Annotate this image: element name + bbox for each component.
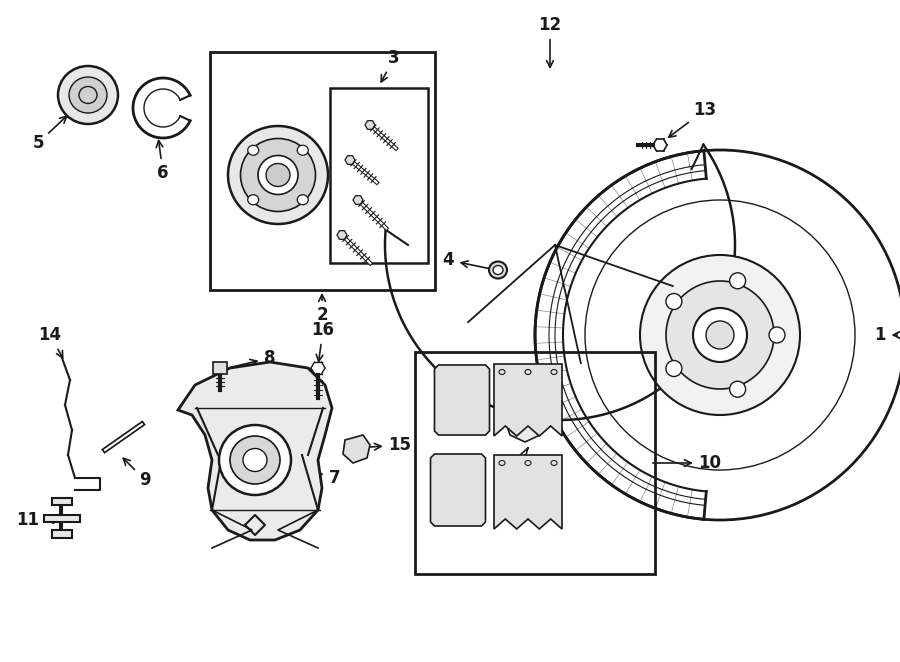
Text: 13: 13 bbox=[669, 101, 716, 137]
Ellipse shape bbox=[730, 381, 745, 397]
Ellipse shape bbox=[69, 77, 107, 113]
Text: 5: 5 bbox=[32, 116, 67, 152]
Ellipse shape bbox=[666, 361, 682, 377]
Ellipse shape bbox=[219, 425, 291, 495]
Polygon shape bbox=[494, 364, 562, 436]
Ellipse shape bbox=[706, 321, 734, 349]
Text: 4: 4 bbox=[442, 251, 493, 269]
Polygon shape bbox=[435, 365, 490, 435]
Polygon shape bbox=[343, 435, 370, 463]
Ellipse shape bbox=[730, 273, 745, 289]
Bar bbox=[210, 52, 435, 290]
Ellipse shape bbox=[228, 126, 328, 224]
Ellipse shape bbox=[489, 261, 507, 279]
Ellipse shape bbox=[666, 281, 774, 389]
Ellipse shape bbox=[297, 195, 308, 205]
Text: 3: 3 bbox=[382, 49, 400, 82]
Ellipse shape bbox=[258, 156, 298, 195]
Polygon shape bbox=[178, 362, 332, 540]
Text: 14: 14 bbox=[39, 326, 63, 358]
Text: 1: 1 bbox=[874, 326, 900, 344]
Ellipse shape bbox=[493, 265, 503, 275]
Polygon shape bbox=[494, 455, 562, 529]
Polygon shape bbox=[337, 230, 347, 240]
Ellipse shape bbox=[666, 293, 682, 310]
Polygon shape bbox=[365, 120, 375, 129]
Ellipse shape bbox=[243, 448, 267, 471]
Polygon shape bbox=[345, 156, 355, 164]
Ellipse shape bbox=[769, 327, 785, 343]
Ellipse shape bbox=[248, 195, 259, 205]
Ellipse shape bbox=[248, 145, 259, 156]
Ellipse shape bbox=[230, 436, 280, 484]
Bar bbox=[330, 88, 428, 263]
Ellipse shape bbox=[58, 66, 118, 124]
Text: 8: 8 bbox=[230, 349, 275, 367]
Ellipse shape bbox=[297, 145, 308, 156]
Polygon shape bbox=[430, 454, 485, 526]
Text: 6: 6 bbox=[157, 140, 169, 182]
Text: 11: 11 bbox=[16, 511, 54, 529]
Bar bbox=[415, 352, 655, 574]
Ellipse shape bbox=[640, 255, 800, 415]
Text: 16: 16 bbox=[311, 321, 335, 361]
Ellipse shape bbox=[693, 308, 747, 362]
Text: 9: 9 bbox=[123, 458, 151, 489]
Text: 2: 2 bbox=[316, 295, 328, 324]
Text: 12: 12 bbox=[538, 16, 562, 68]
Polygon shape bbox=[44, 498, 80, 538]
Ellipse shape bbox=[240, 138, 316, 211]
Polygon shape bbox=[505, 400, 548, 442]
Text: 15: 15 bbox=[358, 436, 411, 454]
Text: 10: 10 bbox=[652, 454, 722, 472]
Bar bbox=[213, 362, 227, 374]
Ellipse shape bbox=[266, 164, 290, 187]
Polygon shape bbox=[353, 196, 363, 205]
Text: 7: 7 bbox=[273, 461, 341, 487]
